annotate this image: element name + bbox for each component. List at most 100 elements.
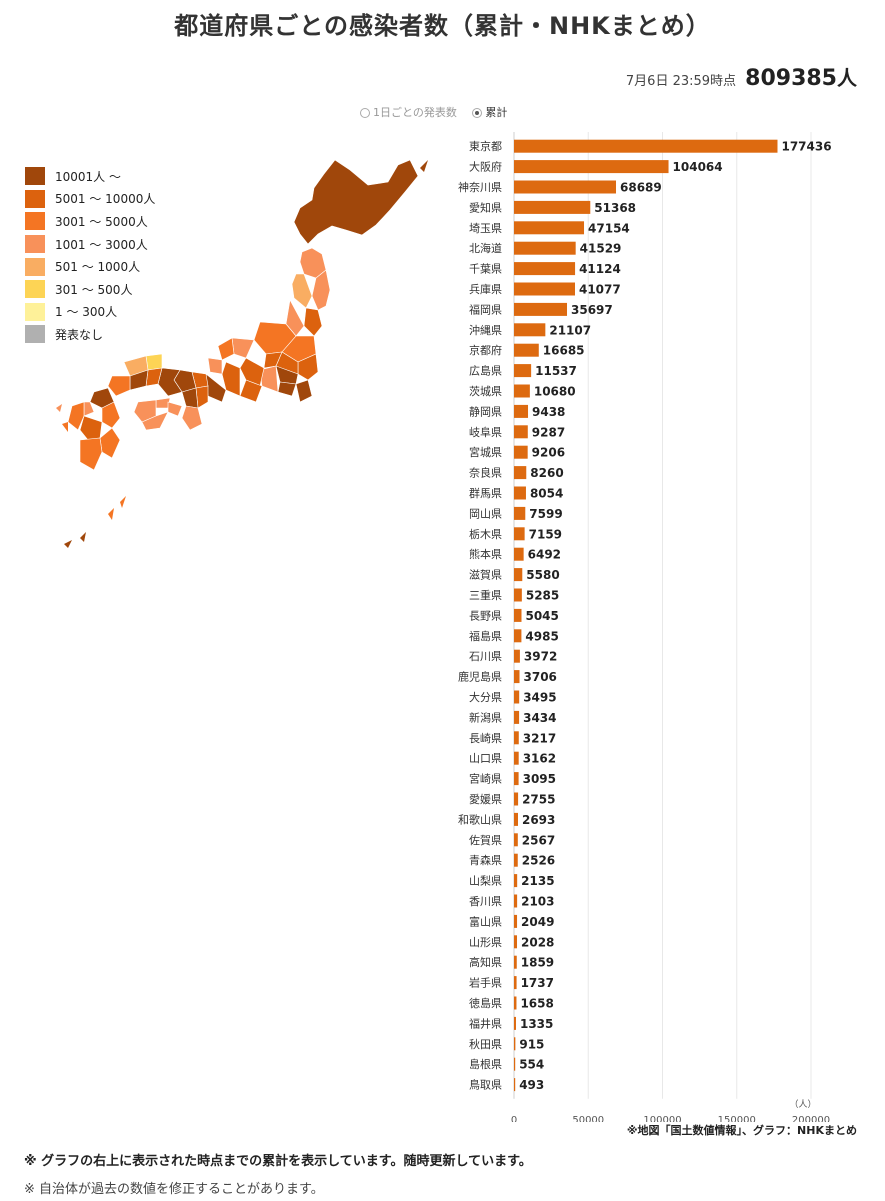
value-label: 47154 [588, 221, 630, 235]
value-label: 7159 [529, 527, 562, 541]
chart-bar [514, 955, 517, 969]
category-label: 高知県 [469, 955, 502, 969]
toggle-daily[interactable]: 1日ごとの発表数 [360, 104, 457, 120]
chart-bar [514, 853, 518, 867]
category-label: 千葉県 [469, 262, 502, 276]
value-label: 41124 [579, 262, 621, 276]
category-label: 鳥取県 [469, 1078, 502, 1092]
category-label: 茨城県 [469, 384, 502, 398]
legend-label: 501 ～ 1000人 [55, 260, 141, 275]
category-label: 徳島県 [469, 996, 502, 1010]
value-label: 3434 [523, 711, 556, 725]
legend-label: 1 ～ 300人 [55, 305, 118, 320]
value-label: 3162 [523, 752, 556, 766]
value-label: 1859 [521, 956, 554, 970]
legend-swatch [25, 189, 45, 208]
chart-bar [514, 1078, 516, 1092]
category-label: 岐阜県 [469, 426, 502, 439]
chart-bar [514, 874, 518, 888]
category-label: 大分県 [469, 690, 502, 704]
map-legend: 10001人 ～ 5001 ～ 10000人 3001 ～ 5000人 1001 ～ … [25, 165, 155, 346]
value-label: 5580 [526, 568, 559, 582]
value-label: 4985 [525, 629, 558, 643]
chart-bar [514, 262, 576, 276]
legend-label: 1001 ～ 3000人 [55, 237, 148, 252]
chart-bar [514, 568, 523, 582]
chart-bar [514, 506, 526, 520]
value-label: 7599 [529, 507, 562, 521]
chart-bar [514, 588, 522, 602]
legend-label: 発表なし [55, 327, 104, 342]
category-label: 栃木県 [469, 527, 502, 541]
legend-swatch [25, 280, 45, 299]
x-tick-label: 100000 [643, 1115, 681, 1122]
value-label: 493 [519, 1078, 544, 1092]
chart-bar [514, 343, 539, 357]
value-label: 2567 [522, 833, 555, 847]
value-label: 16685 [543, 344, 585, 358]
value-label: 3972 [524, 650, 557, 664]
note-revision: ※ 自治体が過去の数値を修正することがあります。 [24, 1182, 324, 1197]
chart-bar [514, 792, 519, 806]
value-label: 9206 [532, 446, 565, 460]
toggle-cumulative-label: 累計 [485, 106, 508, 119]
bar-chart: 東京都大阪府神奈川県愛知県埼玉県北海道千葉県兵庫県福岡県沖縄県京都府広島県茨城県… [458, 132, 832, 1122]
category-label: 新潟県 [469, 710, 502, 724]
category-label: 鹿児島県 [458, 670, 502, 684]
radio-icon [360, 108, 370, 118]
category-label: 佐賀県 [469, 833, 502, 847]
map-chugoku-shikoku [107, 353, 183, 431]
chart-bar [514, 670, 520, 684]
map-kanto-chubu [205, 321, 319, 403]
category-label: 兵庫県 [469, 282, 502, 296]
category-label: 島根県 [469, 1057, 502, 1071]
value-label: 9287 [532, 425, 565, 439]
value-label: 2103 [521, 895, 554, 909]
legend-swatch [25, 302, 45, 321]
value-label: 21107 [549, 323, 591, 337]
value-label: 8054 [530, 487, 563, 501]
chart-bar [514, 935, 518, 949]
category-label: 神奈川県 [458, 180, 502, 194]
category-label: 岩手県 [469, 976, 502, 990]
value-label: 2049 [521, 915, 554, 929]
chart-bar [514, 914, 518, 928]
value-label: 51368 [594, 201, 636, 215]
category-label: 東京都 [469, 139, 502, 153]
chart-bar [514, 751, 519, 765]
legend-swatch [25, 325, 45, 344]
value-label: 3495 [523, 691, 556, 705]
category-label: 群馬県 [469, 486, 502, 500]
value-label: 1335 [520, 1017, 553, 1031]
value-label: 10680 [534, 385, 576, 399]
legend-label: 3001 ～ 5000人 [55, 214, 148, 229]
toggle-cumulative[interactable]: 累計 [472, 104, 507, 120]
category-label: 岡山県 [469, 507, 502, 520]
legend-item: 5001 ～ 10000人 [25, 188, 155, 211]
category-label: 愛知県 [469, 200, 502, 214]
view-toggle: 1日ごとの発表数 累計 [360, 104, 519, 120]
category-label: 富山県 [469, 914, 502, 928]
value-label: 41529 [580, 242, 622, 256]
value-label: 41077 [579, 283, 621, 297]
legend-item: 501 ～ 1000人 [25, 255, 155, 278]
chart-bar [514, 139, 778, 153]
category-label: 大阪府 [469, 160, 502, 174]
category-label: 青森県 [469, 853, 502, 867]
map-islands [64, 496, 126, 548]
legend-item: 301 ～ 500人 [25, 278, 155, 301]
radio-selected-icon [472, 108, 483, 118]
chart-bar [514, 690, 520, 704]
category-label: 広島県 [469, 364, 502, 378]
chart-bar [514, 812, 518, 826]
value-label: 1737 [521, 976, 554, 990]
chart-bar [514, 180, 617, 194]
value-label: 5045 [525, 609, 558, 623]
legend-label: 10001人 ～ [55, 169, 121, 184]
value-label: 8260 [530, 466, 563, 480]
legend-swatch [25, 167, 45, 186]
chart-value-labels: 177436 104064 68689 51368 47154 41529 41124 410… [519, 140, 831, 1092]
category-label: 香川県 [469, 895, 502, 908]
chart-bar [514, 466, 527, 480]
chart-category-labels: 東京都大阪府神奈川県愛知県埼玉県北海道千葉県兵庫県福岡県沖縄県京都府広島県茨城県… [458, 139, 502, 1091]
